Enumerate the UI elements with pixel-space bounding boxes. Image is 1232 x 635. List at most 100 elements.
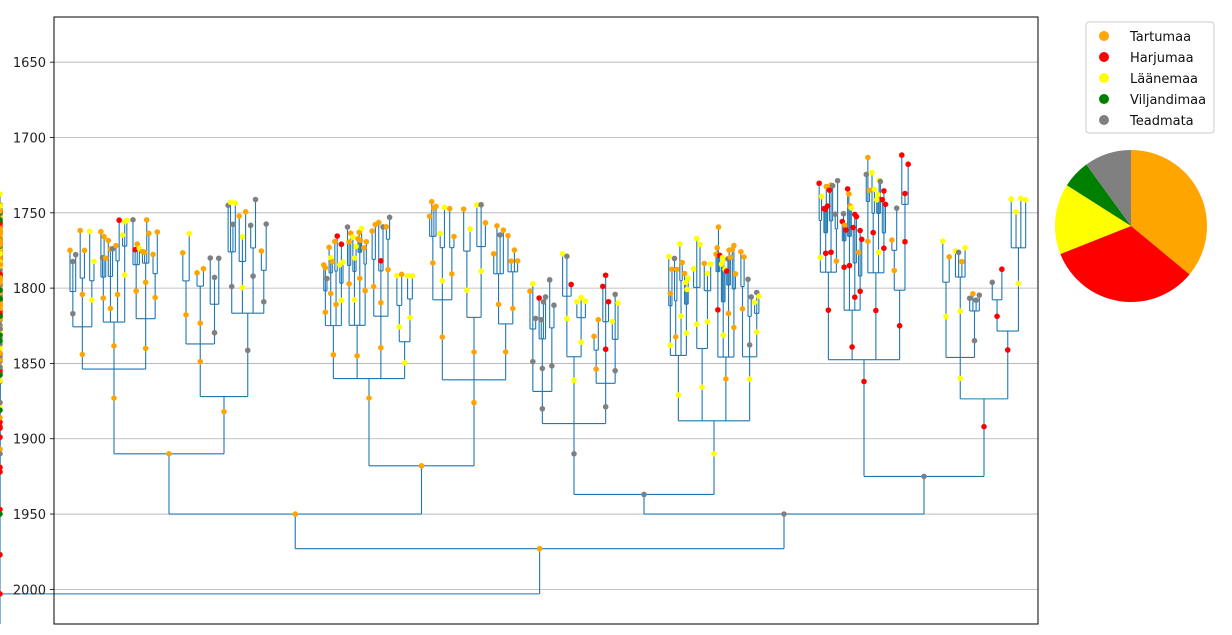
tree-node bbox=[823, 183, 830, 190]
tree-node bbox=[0, 217, 3, 223]
tree-node bbox=[748, 294, 755, 300]
tree-node bbox=[378, 344, 384, 351]
tree-node bbox=[228, 283, 235, 290]
tree-node bbox=[0, 350, 3, 356]
tree-node bbox=[672, 334, 679, 340]
tree-node bbox=[67, 247, 73, 254]
tree-node bbox=[677, 241, 683, 247]
tree-node bbox=[532, 315, 539, 322]
tree-node bbox=[0, 208, 3, 214]
tree-node bbox=[327, 290, 334, 297]
tree-node bbox=[194, 270, 200, 276]
tree-node bbox=[375, 219, 382, 226]
tree-node bbox=[582, 298, 589, 304]
tree-node bbox=[746, 376, 753, 382]
plot-frame bbox=[53, 16, 1039, 625]
tree-node bbox=[921, 473, 927, 480]
tree-node bbox=[478, 268, 484, 274]
tree-node bbox=[0, 332, 3, 338]
tree-node bbox=[121, 272, 128, 278]
tree-node bbox=[242, 209, 249, 215]
tree-node bbox=[451, 233, 457, 240]
tree-node bbox=[101, 233, 107, 240]
tree-node bbox=[873, 307, 879, 314]
tree-node bbox=[362, 287, 368, 294]
tree-node bbox=[999, 266, 1005, 273]
tree-node bbox=[346, 280, 352, 287]
tree-node bbox=[683, 330, 690, 336]
tree-node bbox=[875, 191, 881, 198]
tree-node bbox=[741, 254, 747, 260]
tree-node bbox=[536, 545, 543, 552]
tree-node bbox=[502, 349, 509, 355]
tree-node bbox=[369, 228, 375, 234]
tree-node bbox=[1015, 280, 1022, 287]
tree-node bbox=[538, 316, 545, 323]
tree-node bbox=[571, 377, 577, 384]
tree-node bbox=[430, 260, 436, 266]
tree-node bbox=[665, 253, 672, 260]
tree-node bbox=[0, 287, 3, 294]
tree-node bbox=[527, 288, 533, 295]
tree-node bbox=[857, 227, 863, 234]
tree-node bbox=[602, 272, 609, 279]
tree-node bbox=[398, 271, 405, 278]
tree-node bbox=[0, 203, 3, 209]
tree-node bbox=[539, 405, 546, 412]
tree-node bbox=[100, 295, 107, 301]
tree-node bbox=[693, 321, 700, 328]
tree-node bbox=[693, 235, 700, 242]
tree-node bbox=[943, 313, 949, 320]
legend-marker bbox=[1099, 73, 1109, 83]
tree-node bbox=[353, 243, 359, 250]
tree-node bbox=[896, 322, 903, 329]
tree-node bbox=[824, 203, 831, 209]
tree-node bbox=[252, 196, 259, 203]
tree-node bbox=[756, 293, 762, 300]
tree-node bbox=[870, 229, 877, 236]
tree-node bbox=[340, 259, 346, 265]
tree-node bbox=[338, 297, 345, 304]
tree-node bbox=[739, 305, 746, 312]
tree-node bbox=[732, 271, 739, 277]
tree-node bbox=[641, 491, 647, 498]
tree-node bbox=[559, 251, 566, 257]
tree-node bbox=[546, 277, 553, 283]
tree-node bbox=[0, 296, 3, 302]
tree-node bbox=[0, 434, 3, 441]
tree-node bbox=[840, 210, 847, 217]
tree-node bbox=[715, 224, 722, 230]
tree-node bbox=[439, 334, 446, 340]
tree-node bbox=[727, 254, 734, 261]
tree-node bbox=[865, 154, 871, 161]
tree-node bbox=[478, 201, 484, 208]
tree-node bbox=[211, 329, 218, 336]
tree-node bbox=[186, 230, 193, 237]
tree-node bbox=[536, 295, 542, 301]
tree-node bbox=[0, 346, 3, 352]
tree-node bbox=[86, 228, 93, 235]
tree-node bbox=[846, 262, 853, 269]
tree-node bbox=[869, 169, 875, 176]
tree-node bbox=[130, 216, 136, 223]
tree-node bbox=[0, 191, 3, 197]
tree-node bbox=[893, 205, 900, 211]
legend-label: Tartumaa bbox=[1129, 30, 1191, 45]
tree-node bbox=[141, 249, 148, 256]
tree-node bbox=[829, 182, 836, 189]
tree-node bbox=[441, 204, 448, 211]
tree-node bbox=[549, 363, 555, 369]
tree-node bbox=[828, 249, 834, 256]
tree-node bbox=[593, 366, 599, 372]
tree-node bbox=[725, 310, 732, 317]
tree-node bbox=[142, 345, 149, 352]
tree-node bbox=[946, 254, 953, 260]
tree-node bbox=[720, 332, 727, 338]
tree-node bbox=[718, 261, 725, 267]
tree-node bbox=[514, 258, 521, 264]
y-tick-label: 1900 bbox=[13, 433, 46, 448]
y-tick-label: 1650 bbox=[13, 56, 46, 71]
tree-node bbox=[731, 242, 737, 249]
tree-node bbox=[679, 259, 686, 266]
